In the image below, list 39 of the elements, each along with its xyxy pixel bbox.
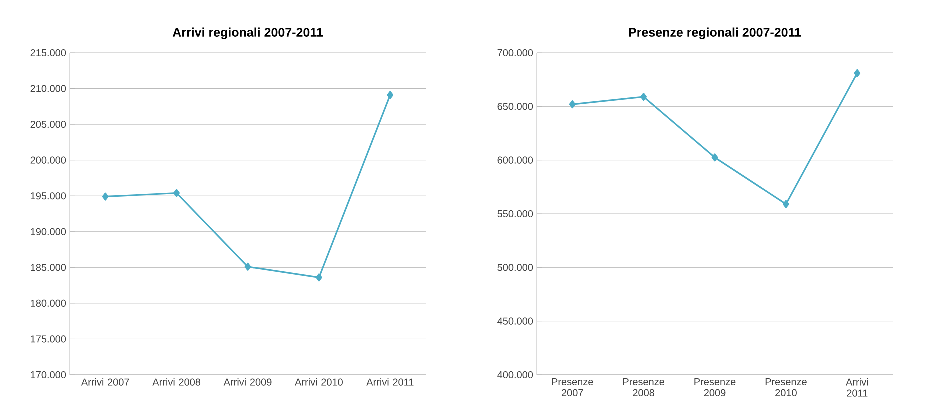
- y-tick-label: 215.000: [30, 49, 66, 57]
- point: [102, 192, 109, 201]
- point: [783, 200, 790, 208]
- chart-title: Presenze regionali 2007-2011: [629, 28, 802, 40]
- x-tick-label: Presenze 2008: [624, 378, 664, 397]
- x-tick-label: Presenze 2009: [694, 378, 736, 397]
- point: [712, 154, 718, 162]
- x-tick-label: Arrivi 2008: [152, 378, 201, 386]
- x-tick-label: Arrivi 2011: [846, 378, 868, 397]
- point: [854, 69, 861, 78]
- y-tick-label: 550.000: [498, 210, 534, 218]
- y-tick-label: 450.000: [498, 318, 534, 325]
- y-tick-label: 190.000: [31, 228, 66, 236]
- y-tick-label: 205.000: [30, 121, 66, 128]
- point: [387, 91, 394, 100]
- x-tick-label: Arrivi 2007: [81, 378, 130, 386]
- y-tick-label: 700.000: [498, 49, 534, 57]
- point: [316, 274, 322, 282]
- y-tick-label: 195.000: [31, 192, 66, 200]
- point: [569, 100, 576, 109]
- y-tick-label: 185.000: [31, 264, 66, 272]
- point: [640, 93, 648, 102]
- point: [174, 189, 180, 198]
- x-tick-label: Arrivi 2011: [366, 378, 414, 386]
- x-tick-label: Presenze 2010: [766, 378, 807, 397]
- y-tick-label: 180.000: [31, 300, 66, 307]
- point: [244, 262, 252, 271]
- x-tick-label: Arrivi 2009: [224, 378, 272, 386]
- y-tick-label: 500.000: [498, 264, 534, 272]
- chart-title: Arrivi regionali 2007-2011: [172, 28, 324, 40]
- y-tick-label: 650.000: [498, 103, 534, 110]
- y-tick-label: 210.000: [30, 85, 66, 92]
- x-tick-label: Arrivi 2010: [295, 378, 343, 386]
- y-tick-label: 170.000: [31, 371, 66, 379]
- y-tick-label: 400.000: [498, 371, 534, 379]
- y-tick-label: 175.000: [31, 336, 66, 343]
- x-tick-label: Presenze 2007: [552, 378, 594, 397]
- y-tick-label: 200.000: [30, 156, 66, 164]
- y-tick-label: 600.000: [498, 156, 534, 164]
